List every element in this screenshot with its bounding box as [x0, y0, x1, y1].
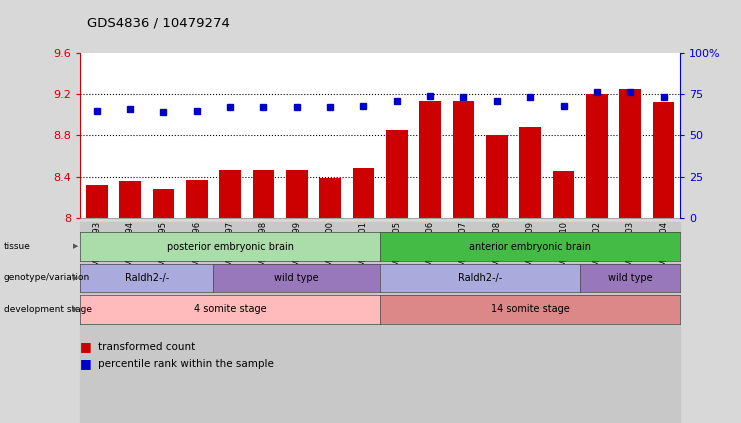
Text: development stage: development stage: [4, 305, 92, 314]
Bar: [519, 127, 541, 218]
Text: wild type: wild type: [608, 273, 653, 283]
Bar: [319, 178, 341, 218]
Bar: [553, 171, 574, 218]
Text: ▶: ▶: [73, 306, 79, 312]
Text: Raldh2-/-: Raldh2-/-: [458, 273, 502, 283]
Text: genotype/variation: genotype/variation: [4, 273, 90, 283]
Bar: [419, 102, 441, 218]
Text: posterior embryonic brain: posterior embryonic brain: [167, 242, 293, 252]
Text: percentile rank within the sample: percentile rank within the sample: [98, 359, 273, 369]
Bar: [453, 102, 474, 218]
Text: 4 somite stage: 4 somite stage: [193, 304, 267, 314]
Text: ■: ■: [80, 341, 92, 353]
Bar: [153, 189, 174, 218]
Bar: [253, 170, 274, 218]
Bar: [86, 185, 107, 218]
Text: 14 somite stage: 14 somite stage: [491, 304, 570, 314]
Text: GDS4836 / 10479274: GDS4836 / 10479274: [87, 17, 230, 30]
Bar: [619, 89, 641, 218]
Bar: [186, 180, 207, 218]
Bar: [219, 170, 241, 218]
Bar: [386, 130, 408, 218]
Text: transformed count: transformed count: [98, 342, 195, 352]
Text: tissue: tissue: [4, 242, 30, 251]
Bar: [119, 181, 141, 218]
Bar: [353, 168, 374, 218]
Text: ■: ■: [80, 357, 92, 370]
Text: wild type: wild type: [274, 273, 319, 283]
Text: anterior embryonic brain: anterior embryonic brain: [469, 242, 591, 252]
Bar: [653, 102, 674, 218]
Bar: [486, 135, 508, 218]
Text: ▶: ▶: [73, 244, 79, 250]
Bar: [586, 94, 608, 218]
Bar: [286, 170, 308, 218]
Text: Raldh2-/-: Raldh2-/-: [124, 273, 169, 283]
Text: ▶: ▶: [73, 275, 79, 281]
